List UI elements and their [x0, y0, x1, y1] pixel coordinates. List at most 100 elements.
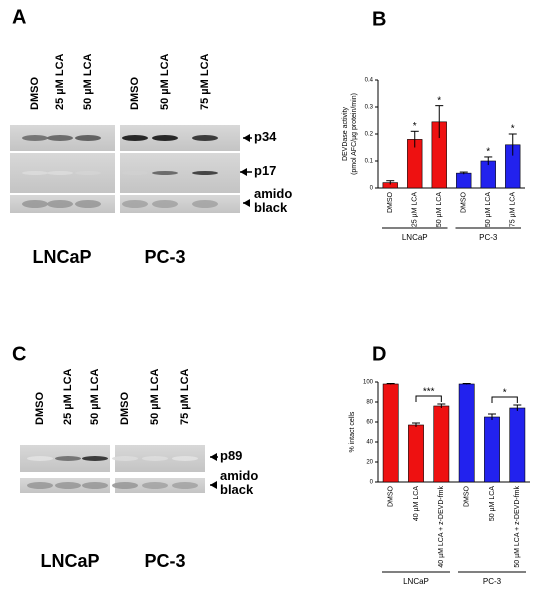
x-tick-label: 50 µM LCA + z-DEVD-fmk [514, 486, 521, 568]
y-tick-label: 0 [370, 186, 374, 192]
blot-band [27, 456, 53, 461]
x-tick-label: DMSO [387, 191, 394, 213]
significance-bracket [491, 396, 518, 403]
lane-label: 75 µM LCA [179, 368, 191, 425]
cell-line-label: PC-3 [144, 551, 185, 571]
blot-band [47, 171, 73, 175]
y-tick-label: 0.2 [365, 132, 374, 138]
cell-line-label: LNCaP [40, 551, 99, 571]
cell-line-label: PC-3 [144, 247, 185, 267]
y-tick-label: 100 [363, 380, 374, 386]
significance: * [413, 121, 417, 132]
blot-band [112, 456, 138, 461]
bar [456, 172, 472, 189]
y-axis-label: DEVDase activity [342, 106, 349, 161]
panel-letter: B [372, 8, 386, 30]
bar [433, 405, 450, 483]
significance: * [437, 95, 441, 106]
y-axis-label: % intact cells [349, 411, 356, 452]
y-tick-label: 0.1 [365, 159, 374, 165]
lane-label: 50 µM LCA [89, 368, 101, 425]
blot-band [192, 135, 218, 141]
lane-label: 50 µM LCA [82, 53, 94, 110]
x-tick-label: 40 µM LCA [413, 486, 420, 521]
x-tick-label: 40 µM LCA + z-DEVD-fmk [438, 486, 445, 568]
blot-band [75, 171, 101, 175]
arrow-head [210, 453, 217, 461]
y-tick-label: 0 [370, 480, 374, 486]
blot-band [152, 171, 178, 175]
band-label: amido black [220, 468, 259, 497]
blot-band [82, 482, 108, 489]
blot-band [192, 171, 218, 175]
arrow-head [240, 168, 247, 176]
lane-label: DMSO [29, 77, 41, 110]
blot-band [122, 200, 148, 208]
group-label: PC-3 [479, 233, 498, 242]
lane-label: 25 µM LCA [54, 53, 66, 110]
x-tick-label: DMSO [388, 485, 395, 507]
significance: * [511, 124, 515, 135]
blot-band [122, 171, 148, 175]
blot-band [75, 135, 101, 141]
x-tick-label: 50 µM LCA [436, 192, 443, 227]
x-tick-label: DMSO [461, 191, 468, 213]
blot-band [152, 135, 178, 141]
y-tick-label: 0.4 [365, 78, 374, 84]
x-tick-label: 75 µM LCA [510, 192, 517, 227]
y-tick-label: 80 [366, 400, 373, 406]
bar [484, 416, 500, 483]
band-label: amido black [254, 186, 293, 215]
blot-band [47, 135, 73, 141]
lane-label: 50 µM LCA [149, 368, 161, 425]
blot-strip [120, 195, 240, 213]
blot-band [122, 135, 148, 141]
blot-band [112, 482, 138, 489]
bar [382, 383, 399, 483]
arrow-head [243, 199, 250, 207]
blot-band [22, 171, 48, 175]
y-tick-label: 60 [366, 420, 373, 426]
blot-band [142, 482, 168, 489]
blot-band [47, 200, 73, 208]
lane-label: 50 µM LCA [159, 53, 171, 110]
blot-band [152, 200, 178, 208]
x-tick-label: 25 µM LCA [412, 192, 419, 227]
cell-line-label: LNCaP [32, 247, 91, 267]
arrow-head [210, 481, 217, 489]
blot-band [22, 200, 48, 208]
y-tick-label: 20 [366, 460, 373, 466]
band-label: p34 [254, 129, 277, 144]
lane-label: DMSO [34, 392, 46, 425]
blot-band [172, 456, 198, 461]
significance: * [503, 388, 507, 399]
blot-band [27, 482, 53, 489]
panel-letter: D [372, 343, 386, 365]
x-tick-label: DMSO [464, 485, 471, 507]
group-label: LNCaP [403, 577, 429, 586]
lane-label: DMSO [129, 77, 141, 110]
blot-band [172, 482, 198, 489]
lane-label: 25 µM LCA [62, 368, 74, 425]
blot-band [142, 456, 168, 461]
arrow-head [243, 134, 250, 142]
blot-band [22, 135, 48, 141]
panel-letter: A [12, 6, 26, 28]
bar [509, 407, 526, 483]
bar [458, 383, 475, 483]
blot-band [192, 200, 218, 208]
x-tick-label: 50 µM LCA [489, 486, 496, 521]
blot-band [55, 456, 81, 461]
y-axis-label: (pmol AFC/µg protein/min) [351, 93, 358, 175]
bar [408, 424, 424, 483]
band-label: p17 [254, 163, 277, 178]
lane-label: DMSO [119, 392, 131, 425]
group-label: LNCaP [402, 233, 428, 242]
blot-band [55, 482, 81, 489]
group-label: PC-3 [483, 577, 502, 586]
significance: * [486, 147, 490, 158]
y-tick-label: 0.3 [365, 105, 374, 111]
blot-band [75, 200, 101, 208]
